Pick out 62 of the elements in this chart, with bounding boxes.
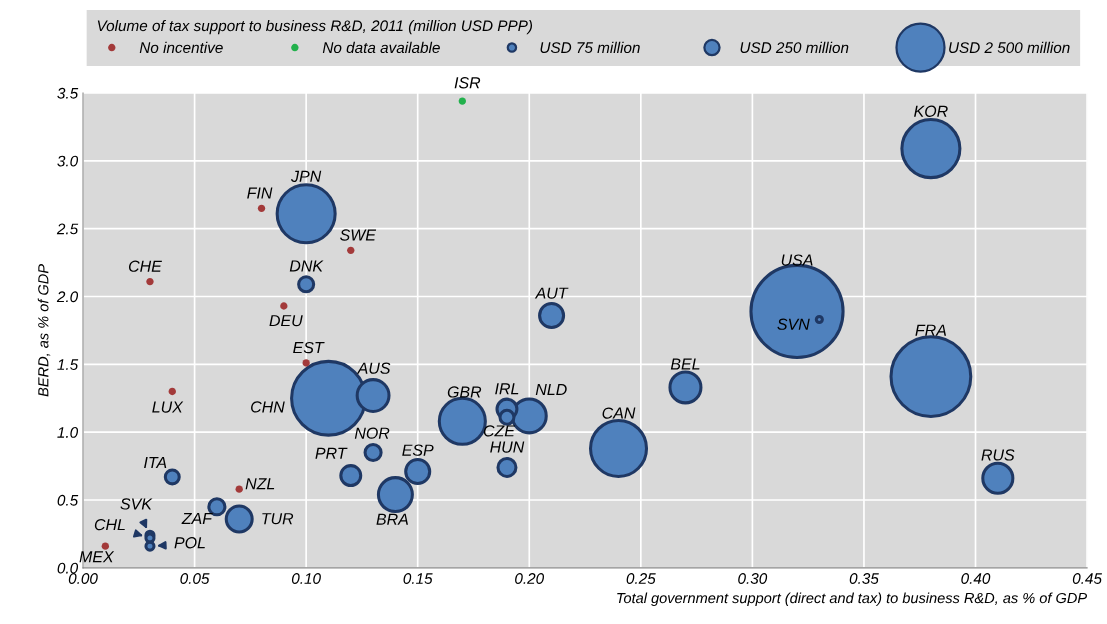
y-tick-label: 2.5 [56,223,79,235]
x-axis-title: Total government support (direct and tax) to business R&D, as % of GDP [617,592,1088,607]
annotation: ESP [402,444,434,456]
x-tick-label: 0.35 [849,573,879,584]
x-tick-label: 0.40 [961,573,991,584]
annotation: LUX [152,401,184,413]
legend-label: USD 250 million [740,41,849,54]
y-axis-title: BERD, as % of GDP [37,264,51,397]
annotation: PRT [315,447,348,459]
y-tick-label: 0.0 [57,562,79,574]
annotation: AUT [534,287,569,299]
annotation: IRL [495,383,519,395]
legend-title: Volume of tax support to business R&D, 2011 (million USD PPP) [97,19,533,35]
annotation: BRA [376,513,408,525]
annotation: DNK [289,260,324,272]
x-tick-label: 0.05 [180,573,210,584]
y-tick-label: 2.0 [56,291,79,303]
annotation: JPN [291,170,322,183]
y-tick-label: 1.5 [57,359,79,371]
annotation: DEU [269,315,303,327]
annotation: CHN [251,401,285,413]
legend-label: USD 75 million [540,41,640,54]
y-tick-label: 1.0 [57,427,79,438]
annotation: CAN [602,407,636,419]
y-tick-label: 0.5 [57,494,79,506]
x-tick-label: 0.20 [515,573,545,584]
annotation: NOR [354,427,390,439]
x-tick-label: 0.30 [738,573,768,584]
annotation: CHL [94,518,125,531]
annotation: GBR [447,386,482,398]
x-tick-label: 0.45 [1072,573,1102,584]
x-tick-label: 0.00 [68,573,98,584]
annotation: CZE [483,425,516,437]
annotation: KOR [914,105,948,117]
legend-label: No data available [322,41,440,54]
legend-label: No incentive [139,41,223,54]
annotation: AUS [356,362,391,374]
annotation: EST [293,341,325,354]
annotation: ZAF [181,512,213,524]
annotation: HUN [490,441,525,453]
annotation: MEX [79,551,115,563]
annotation: ITA [144,457,167,469]
annotation: NZL [245,478,275,490]
annotation: FIN [247,187,273,199]
annotation: RUS [981,449,1015,461]
annotation: FRA [915,324,946,336]
legend-label: USD 2 500 million [949,41,1070,54]
annotation: BEL [670,358,700,370]
annotation: CHE [128,260,162,272]
annotation: ISR [454,77,481,89]
annotation: TUR [262,513,294,525]
y-tick-label: 3.5 [57,87,79,99]
x-tick-label: 0.25 [626,573,656,584]
annotation: USA [781,254,813,266]
annotation: SWE [340,229,377,241]
x-tick-label: 0.10 [291,573,321,584]
annotation: SVK [120,498,153,510]
x-tick-label: 0.15 [403,573,433,584]
annotation: NLD [535,384,567,396]
annotation: POL [174,537,205,549]
annotation: SVN [777,318,810,330]
y-tick-label: 3.0 [57,155,79,167]
